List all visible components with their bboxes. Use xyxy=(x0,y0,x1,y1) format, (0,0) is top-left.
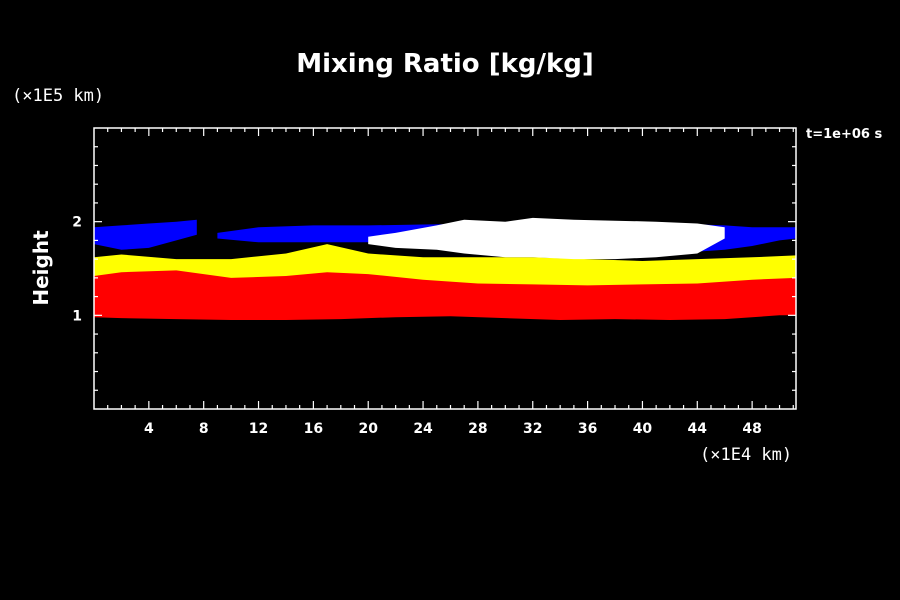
band-white xyxy=(368,217,725,260)
x-tick-label: 20 xyxy=(358,421,378,437)
y-tick-label: 2 xyxy=(72,215,82,231)
x-tick-label: 48 xyxy=(742,421,761,437)
x-tick-label: 40 xyxy=(633,421,653,437)
band-yellow xyxy=(94,244,796,286)
x-tick-label: 32 xyxy=(523,421,542,437)
x-tick-label: 8 xyxy=(199,421,209,437)
x-tick-label: 24 xyxy=(413,421,433,437)
band-red xyxy=(94,268,796,320)
x-tick-label: 44 xyxy=(688,421,708,437)
time-label: t=1e+06 s xyxy=(806,127,882,142)
band-blue-left xyxy=(94,219,197,250)
x-unit-label: (×1E4 km) xyxy=(700,445,792,465)
plot-frame xyxy=(93,127,797,410)
x-tick-label: 4 xyxy=(144,421,154,437)
chart-title: Mixing Ratio [kg/kg] xyxy=(296,49,594,79)
x-tick-label: 36 xyxy=(578,421,597,437)
y-unit-label: (×1E5 km) xyxy=(12,86,104,106)
x-tick-label: 28 xyxy=(468,421,487,437)
x-tick-label: 12 xyxy=(249,421,268,437)
field-bands xyxy=(94,217,796,320)
x-tick-label: 16 xyxy=(304,421,323,437)
y-tick-label: 1 xyxy=(72,308,82,324)
y-axis-label: Height xyxy=(29,230,53,306)
